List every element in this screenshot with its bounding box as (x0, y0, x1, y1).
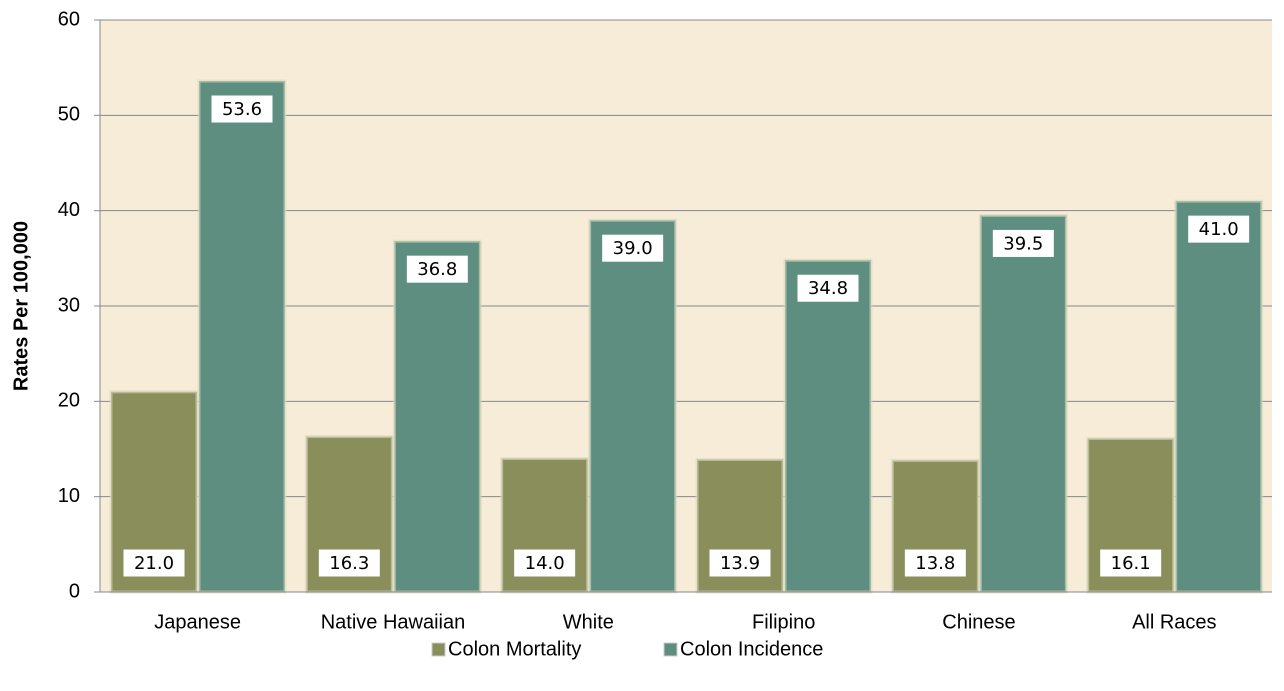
data-label: 41.0 (1199, 219, 1239, 240)
data-label: 16.3 (329, 553, 369, 574)
data-label-box (315, 546, 383, 580)
data-label: 39.0 (613, 238, 653, 259)
legend-swatch (663, 642, 678, 657)
data-label: 16.1 (1111, 553, 1151, 574)
data-label-box (901, 546, 969, 580)
data-label: 21.0 (134, 553, 174, 574)
data-label-box (120, 546, 188, 580)
x-tick-label: Filipino (752, 611, 815, 633)
bar (978, 213, 1068, 594)
y-tick-label: 60 (58, 8, 80, 30)
data-label: 39.5 (1003, 233, 1043, 254)
bar (392, 239, 482, 594)
y-tick-label: 40 (58, 199, 80, 221)
data-label-box (403, 252, 471, 286)
data-label-box (511, 546, 579, 580)
bar (1174, 199, 1264, 594)
bar (588, 218, 678, 594)
y-axis-title: Rates Per 100,000 (10, 221, 32, 391)
data-label-box (989, 226, 1057, 260)
bar (783, 258, 873, 594)
y-tick-label: 0 (69, 580, 80, 602)
data-label: 34.8 (808, 278, 848, 299)
data-label: 13.9 (720, 553, 760, 574)
x-tick-label: White (563, 611, 614, 633)
data-label: 53.6 (222, 99, 262, 120)
data-label-box (208, 92, 276, 126)
data-label: 13.8 (915, 553, 955, 574)
y-tick-label: 50 (58, 104, 80, 126)
legend-label: Colon Incidence (680, 638, 823, 660)
data-label-box (794, 271, 862, 305)
data-label-box (1097, 546, 1165, 580)
legend-label: Colon Mortality (448, 638, 581, 660)
legend-swatch (431, 642, 446, 657)
y-tick-label: 10 (58, 485, 80, 507)
x-tick-label: Native Hawaiian (321, 611, 466, 633)
x-tick-label: Chinese (942, 611, 1015, 633)
y-tick-label: 20 (58, 390, 80, 412)
x-tick-label: Japanese (154, 611, 241, 633)
bar (197, 79, 287, 594)
y-tick-label: 30 (58, 294, 80, 316)
data-label: 14.0 (525, 553, 565, 574)
data-label: 36.8 (417, 259, 457, 280)
data-label-box (1185, 212, 1253, 246)
data-label-box (599, 231, 667, 265)
data-label-box (706, 546, 774, 580)
x-tick-label: All Races (1132, 611, 1216, 633)
